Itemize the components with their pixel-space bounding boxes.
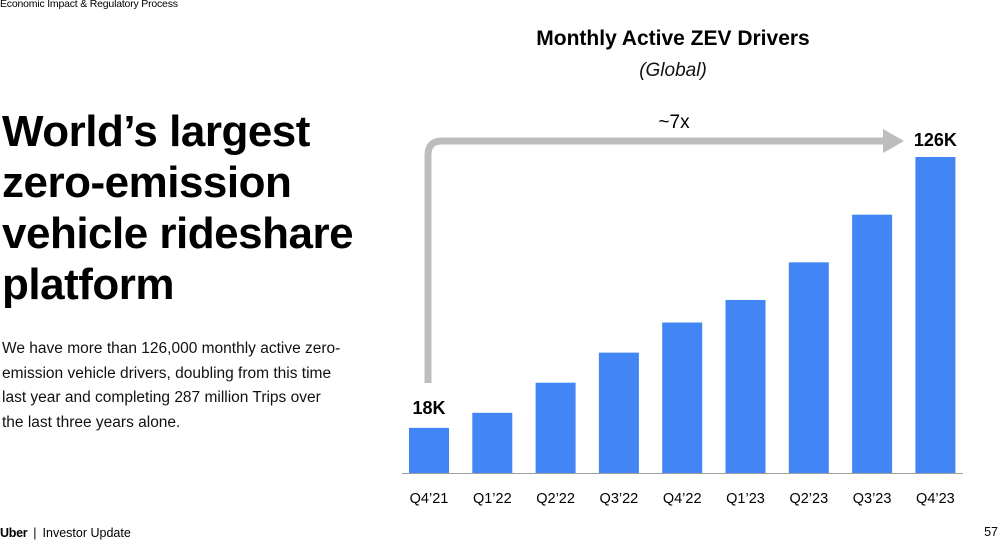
bar (725, 299, 766, 473)
x-tick-label: Q4’22 (663, 491, 702, 507)
chart-title: Monthly Active ZEV Drivers (536, 27, 810, 50)
bar (598, 352, 639, 473)
bar (788, 262, 829, 473)
bar (662, 322, 703, 473)
x-tick-label: Q1’23 (726, 491, 765, 507)
data-label: 18K (412, 398, 445, 418)
x-tick-label: Q4’21 (410, 491, 449, 507)
footer-separator: | (33, 526, 37, 540)
data-label: 126K (914, 130, 957, 150)
x-tick-label: Q2’22 (536, 491, 575, 507)
x-tick-label: Q3’23 (853, 491, 892, 507)
chart-subtitle: (Global) (639, 60, 707, 81)
footer-label: Investor Update (42, 526, 131, 540)
growth-arrowhead (883, 129, 904, 153)
x-tick-label: Q2’23 (789, 491, 828, 507)
bar (409, 427, 449, 473)
page-headline: World’s largest zero-emission vehicle ri… (2, 107, 354, 309)
growth-arrow (424, 137, 884, 383)
bar (472, 412, 513, 473)
body-paragraph: We have more than 126,000 monthly active… (2, 340, 341, 431)
brand-logo: Uber (0, 526, 28, 540)
bar (852, 214, 893, 473)
section-label: Economic Impact & Regulatory Process (0, 0, 178, 10)
bar (915, 157, 956, 473)
x-tick-label: Q3’22 (600, 491, 639, 507)
footer: Uber | Investor Update (0, 526, 131, 540)
bar (535, 382, 576, 473)
growth-annotation: ~7x (658, 112, 690, 133)
page-number: 57 (984, 525, 998, 539)
x-tick-label: Q4’23 (916, 491, 955, 507)
x-tick-label: Q1’22 (473, 491, 512, 507)
